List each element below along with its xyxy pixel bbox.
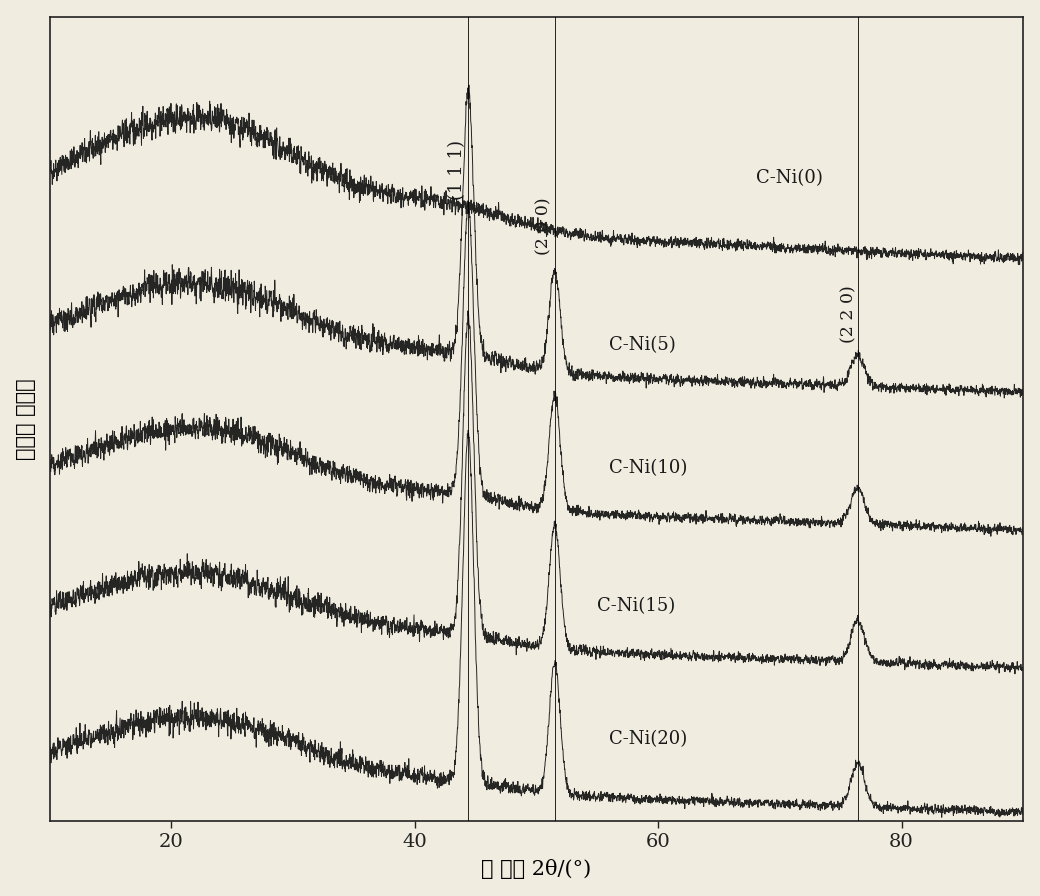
X-axis label: 衍 射角 2θ/(°): 衍 射角 2θ/(°) [482,859,592,879]
Text: C-Ni(20): C-Ni(20) [609,730,687,748]
Y-axis label: 相对衡 射强度: 相对衡 射强度 [17,378,35,460]
Text: C-Ni(5): C-Ni(5) [609,336,676,354]
Text: (2 2 0): (2 2 0) [840,285,858,342]
Text: (2 0 0): (2 0 0) [536,198,552,255]
Text: (1 1 1): (1 1 1) [448,140,466,200]
Text: C-Ni(15): C-Ni(15) [597,597,676,615]
Text: C-Ni(0): C-Ni(0) [755,169,823,187]
Text: C-Ni(10): C-Ni(10) [609,460,687,478]
